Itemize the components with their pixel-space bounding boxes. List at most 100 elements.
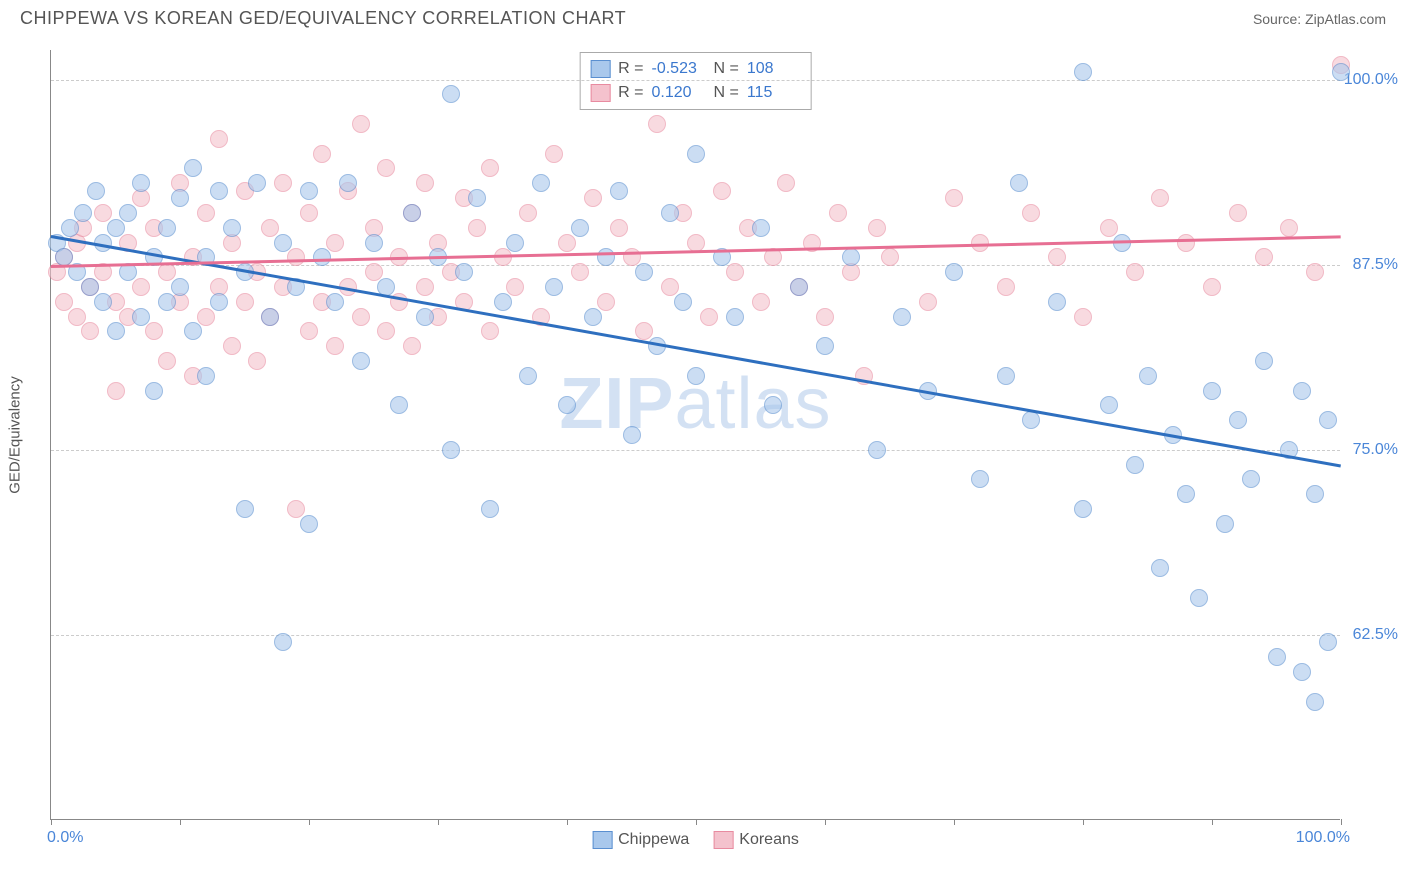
gridline	[51, 80, 1340, 81]
data-point	[132, 308, 150, 326]
data-point	[752, 219, 770, 237]
stat-r-value: -0.523	[652, 57, 706, 81]
stat-n-label: N =	[714, 57, 739, 81]
data-point	[764, 396, 782, 414]
data-point	[210, 182, 228, 200]
stat-r-label: R =	[618, 81, 643, 105]
data-point	[661, 204, 679, 222]
data-point	[416, 278, 434, 296]
x-tick	[51, 819, 52, 825]
data-point	[1022, 411, 1040, 429]
data-point	[1306, 693, 1324, 711]
data-point	[661, 278, 679, 296]
data-point	[197, 367, 215, 385]
data-point	[1280, 219, 1298, 237]
x-tick	[309, 819, 310, 825]
data-point	[971, 470, 989, 488]
data-point	[997, 367, 1015, 385]
x-tick	[438, 819, 439, 825]
x-axis-max-label: 100.0%	[1296, 829, 1350, 847]
stats-row: R = -0.523 N = 108	[590, 57, 801, 81]
data-point	[1242, 470, 1260, 488]
data-point	[300, 322, 318, 340]
data-point	[365, 234, 383, 252]
data-point	[777, 174, 795, 192]
data-point	[1229, 411, 1247, 429]
data-point	[532, 174, 550, 192]
data-point	[107, 382, 125, 400]
legend-label: Chippewa	[618, 831, 689, 849]
data-point	[132, 278, 150, 296]
data-point	[494, 293, 512, 311]
data-point	[945, 189, 963, 207]
data-point	[481, 500, 499, 518]
data-point	[74, 204, 92, 222]
data-point	[87, 182, 105, 200]
data-point	[1177, 234, 1195, 252]
x-tick	[825, 819, 826, 825]
data-point	[390, 396, 408, 414]
data-point	[81, 322, 99, 340]
data-point	[145, 382, 163, 400]
data-point	[1126, 263, 1144, 281]
x-tick	[180, 819, 181, 825]
data-point	[1010, 174, 1028, 192]
chart-title: CHIPPEWA VS KOREAN GED/EQUIVALENCY CORRE…	[20, 8, 626, 29]
x-tick	[1212, 819, 1213, 825]
data-point	[674, 293, 692, 311]
data-point	[223, 219, 241, 237]
data-point	[326, 234, 344, 252]
data-point	[648, 115, 666, 133]
legend-swatch	[590, 60, 610, 78]
data-point	[816, 308, 834, 326]
data-point	[236, 500, 254, 518]
data-point	[1255, 352, 1273, 370]
data-point	[300, 182, 318, 200]
data-point	[261, 219, 279, 237]
data-point	[210, 130, 228, 148]
stat-n-value: 108	[747, 57, 801, 81]
x-tick	[567, 819, 568, 825]
data-point	[184, 322, 202, 340]
data-point	[1126, 456, 1144, 474]
data-point	[1177, 485, 1195, 503]
source-label: Source:	[1253, 11, 1305, 27]
data-point	[829, 204, 847, 222]
data-point	[1048, 248, 1066, 266]
data-point	[339, 174, 357, 192]
data-point	[403, 204, 421, 222]
data-point	[752, 293, 770, 311]
data-point	[158, 352, 176, 370]
data-point	[1151, 189, 1169, 207]
data-point	[274, 633, 292, 651]
data-point	[610, 219, 628, 237]
data-point	[945, 263, 963, 281]
data-point	[545, 278, 563, 296]
data-point	[1229, 204, 1247, 222]
data-point	[81, 278, 99, 296]
data-point	[610, 182, 628, 200]
data-point	[790, 278, 808, 296]
data-point	[1151, 559, 1169, 577]
data-point	[816, 337, 834, 355]
data-point	[1293, 663, 1311, 681]
data-point	[158, 263, 176, 281]
data-point	[171, 278, 189, 296]
data-point	[300, 515, 318, 533]
data-point	[519, 204, 537, 222]
data-point	[1074, 308, 1092, 326]
data-point	[365, 263, 383, 281]
data-point	[287, 500, 305, 518]
data-point	[1100, 396, 1118, 414]
stat-r-label: R =	[618, 57, 643, 81]
watermark-bold: ZIP	[559, 364, 674, 444]
x-tick	[696, 819, 697, 825]
data-point	[313, 145, 331, 163]
data-point	[687, 367, 705, 385]
data-point	[210, 293, 228, 311]
data-point	[287, 248, 305, 266]
data-point	[1074, 63, 1092, 81]
data-point	[313, 248, 331, 266]
data-point	[506, 234, 524, 252]
y-tick-label: 100.0%	[1344, 71, 1398, 89]
